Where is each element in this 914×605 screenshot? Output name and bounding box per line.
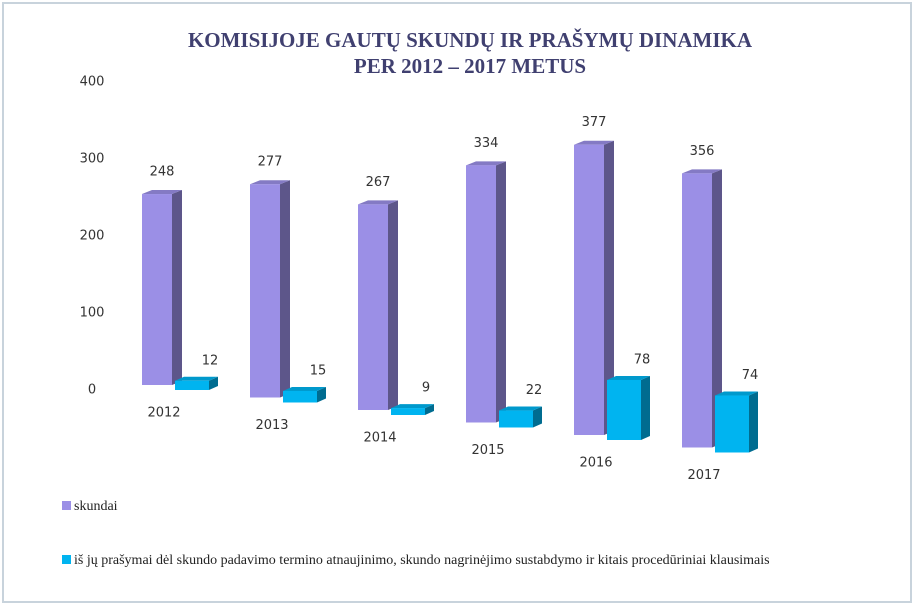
value-label: 22	[526, 383, 543, 398]
bar	[358, 204, 388, 410]
bar-side	[496, 161, 506, 423]
bar-top	[607, 375, 650, 380]
bar-top	[283, 386, 326, 391]
value-label: 356	[690, 144, 715, 159]
bar	[175, 380, 209, 390]
value-label: 277	[258, 155, 283, 170]
bar	[607, 379, 641, 440]
bar	[391, 408, 425, 415]
bar-top	[142, 190, 182, 195]
x-tick-label: 2012	[147, 406, 180, 421]
bar-side	[172, 190, 182, 385]
legend-label: skundai	[74, 499, 118, 514]
legend-entry: iš jų prašymai dėl skundo padavimo termi…	[62, 552, 892, 569]
value-label: 78	[634, 352, 651, 367]
value-label: 267	[366, 175, 391, 190]
bar-top	[715, 391, 758, 396]
bar-side	[641, 375, 650, 440]
bar-side	[388, 200, 398, 410]
bar-top	[466, 161, 506, 166]
chart-title: KOMISIJOJE GAUTŲ SKUNDŲ IR PRAŠYMŲ DINAM…	[188, 28, 753, 52]
value-label: 9	[422, 381, 430, 396]
bar	[715, 395, 749, 453]
value-label: 248	[150, 165, 175, 180]
x-tick-label: 2014	[363, 431, 396, 446]
legend-label: iš jų prašymai dėl skundo padavimo termi…	[74, 553, 770, 568]
bar-top	[499, 406, 542, 411]
value-label: 74	[742, 368, 759, 383]
value-label: 334	[474, 136, 499, 151]
bar-top	[574, 140, 614, 145]
bar-side	[533, 406, 542, 428]
bar-side	[209, 376, 218, 390]
bar	[250, 184, 280, 398]
y-tick-label: 100	[80, 306, 105, 321]
bar-top	[175, 376, 218, 381]
bar-side	[425, 404, 434, 415]
bar-side	[604, 140, 614, 435]
value-label: 377	[582, 115, 607, 130]
bar	[574, 144, 604, 435]
bar-side	[317, 386, 326, 403]
legend-entry: skundai	[62, 498, 892, 515]
bar-top	[682, 169, 722, 174]
bar	[499, 410, 533, 428]
x-tick-label: 2015	[471, 443, 504, 458]
y-tick-label: 0	[88, 383, 96, 398]
x-tick-label: 2013	[255, 418, 288, 433]
bar-side	[712, 169, 722, 448]
bar	[142, 194, 172, 385]
bar-side	[280, 180, 290, 398]
x-tick-label: 2017	[687, 468, 720, 483]
bar	[466, 165, 496, 423]
y-tick-label: 300	[80, 152, 105, 167]
legend-swatch	[62, 555, 71, 564]
bar	[283, 390, 317, 403]
chart-title: PER 2012 – 2017 METUS	[354, 54, 586, 78]
bar-top	[250, 180, 290, 185]
value-label: 12	[202, 353, 219, 368]
bar	[682, 173, 712, 448]
x-tick-label: 2016	[579, 456, 612, 471]
y-tick-label: 400	[80, 75, 105, 90]
legend-swatch	[62, 501, 71, 510]
bar-top	[391, 404, 434, 409]
bar-side	[749, 391, 758, 453]
bar-top	[358, 200, 398, 205]
value-label: 15	[310, 363, 327, 378]
y-tick-label: 200	[80, 229, 105, 244]
